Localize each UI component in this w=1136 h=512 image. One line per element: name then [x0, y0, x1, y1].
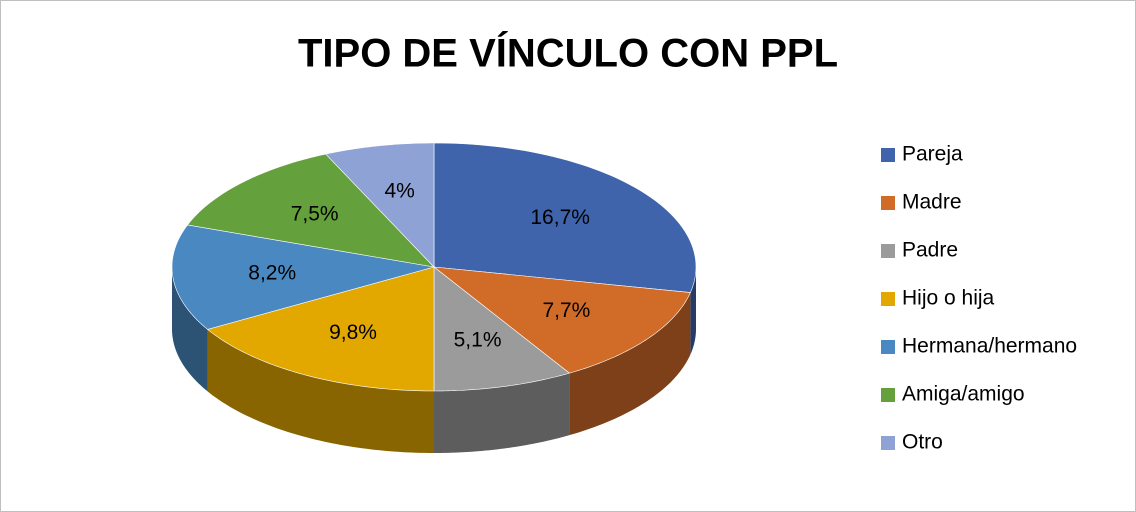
- legend-label: Padre: [902, 239, 958, 262]
- slice-side: [569, 292, 691, 436]
- legend-swatch: [881, 148, 895, 162]
- data-label: 8,2%: [248, 261, 296, 284]
- data-label: 7,5%: [291, 202, 339, 225]
- legend-swatch: [881, 292, 895, 306]
- legend-swatch: [881, 436, 895, 450]
- slice: [171, 224, 435, 330]
- data-label: 16,7%: [530, 206, 590, 229]
- data-label: 9,8%: [329, 321, 377, 344]
- chart-title: TIPO DE VÍNCULO CON PPL: [298, 31, 838, 76]
- legend-label: Madre: [902, 191, 962, 214]
- slice: [433, 266, 691, 374]
- slice: [206, 266, 435, 392]
- slice-side: [207, 329, 434, 453]
- legend-label: Pareja: [902, 143, 963, 166]
- pie-tops: [171, 142, 697, 392]
- slice: [325, 142, 435, 268]
- legend-label: Hijo o hija: [902, 287, 995, 310]
- legend-label: Otro: [902, 431, 943, 454]
- legend-label: Amiga/amigo: [902, 383, 1025, 406]
- slice-side: [172, 267, 208, 392]
- legend-swatch: [881, 388, 895, 402]
- slice: [433, 266, 571, 392]
- pie-sides: [172, 267, 696, 453]
- slice: [186, 153, 435, 268]
- legend-swatch: [881, 196, 895, 210]
- slice-side: [690, 267, 696, 355]
- slice: [433, 142, 697, 293]
- legend-swatch: [881, 340, 895, 354]
- data-label: 5,1%: [454, 329, 502, 352]
- legend-swatch: [881, 244, 895, 258]
- slice-side: [434, 373, 570, 453]
- data-label: 4%: [384, 179, 414, 202]
- legend-label: Hermana/hermano: [902, 335, 1077, 358]
- data-label: 7,7%: [542, 299, 590, 322]
